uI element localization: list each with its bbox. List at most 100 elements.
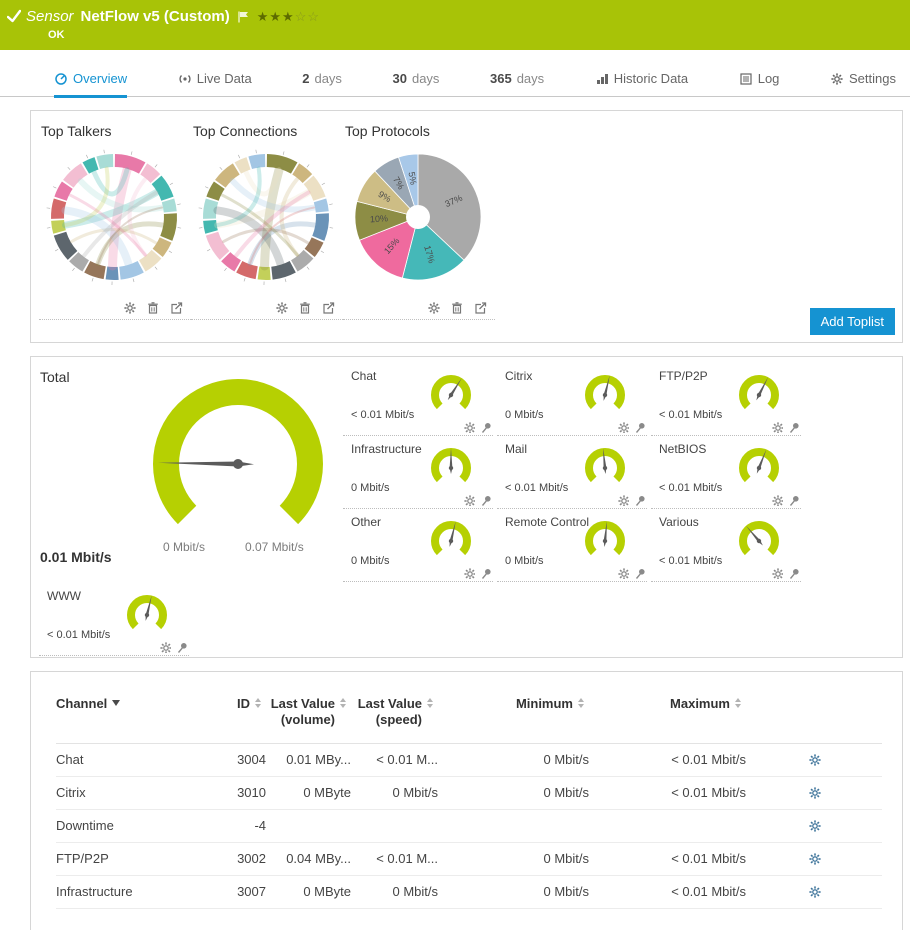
tab-30-days[interactable]: 30 days (393, 71, 440, 98)
gauge-channel-label: Chat (351, 369, 377, 383)
tab-settings[interactable]: Settings (830, 71, 896, 98)
table-row[interactable]: FTP/P2P 3002 0.04 MBy... < 0.01 M... 0 Mbit/… (56, 843, 882, 876)
gear-icon[interactable] (617, 494, 629, 506)
sort-both-icon[interactable] (426, 697, 438, 709)
pin-icon[interactable] (633, 494, 645, 506)
gear-icon[interactable] (123, 301, 137, 315)
cell-last-value-speed: < 0.01 M... (376, 851, 438, 866)
gauge-chart (127, 595, 167, 630)
gauge-actions (617, 421, 645, 433)
sort-both-icon[interactable] (734, 697, 746, 709)
gear-icon[interactable] (463, 421, 475, 433)
gear-icon[interactable] (427, 301, 441, 315)
gauge-channel-label: NetBIOS (659, 442, 707, 456)
column-header-label: Last Value (speed) (357, 696, 422, 728)
gear-icon[interactable] (617, 421, 629, 433)
gauge-value: 0 Mbit/s (351, 555, 390, 567)
add-toplist-button[interactable]: Add Toplist (809, 308, 895, 335)
tab-log[interactable]: Log (739, 71, 779, 98)
gauge-chart (431, 448, 471, 483)
cell-minimum: 0 Mbit/s (543, 785, 589, 800)
toplist-top-talkers: Top Talkers (39, 121, 191, 320)
sort-both-icon[interactable] (254, 697, 266, 709)
gear-icon[interactable] (808, 885, 821, 898)
external-link-icon[interactable] (169, 301, 183, 315)
gauge-value: < 0.01 Mbit/s (47, 629, 111, 641)
toplist-row: Top Talkers Top Connections Top Protocols 3… (39, 121, 894, 320)
gear-icon[interactable] (808, 852, 821, 865)
priority-stars[interactable]: ★★★☆☆ (257, 9, 320, 25)
gear-icon[interactable] (771, 421, 783, 433)
toplist-title: Top Protocols (345, 123, 430, 139)
external-link-icon[interactable] (473, 301, 487, 315)
gauge-value: 0 Mbit/s (351, 482, 390, 494)
trash-icon[interactable] (298, 301, 312, 315)
column-header-id[interactable]: ID (196, 696, 266, 712)
toplist-chart[interactable] (191, 139, 343, 295)
sort-desc-icon[interactable] (111, 697, 121, 707)
gear-icon[interactable] (463, 567, 475, 579)
gear-icon[interactable] (463, 494, 475, 506)
tab-365-days[interactable]: 365 days (490, 71, 544, 98)
gear-icon[interactable] (808, 819, 821, 832)
sort-both-icon[interactable] (339, 697, 351, 709)
cell-id: 3002 (237, 851, 266, 866)
pin-icon[interactable] (175, 641, 187, 653)
gear-icon[interactable] (159, 641, 171, 653)
gear-icon[interactable] (771, 494, 783, 506)
table-row[interactable]: Chat 3004 0.01 MBy... < 0.01 M... 0 Mbit/s < … (56, 744, 882, 777)
priority-flag-icon[interactable] (237, 10, 250, 23)
gauge-value: < 0.01 Mbit/s (505, 482, 569, 494)
gear-icon[interactable] (808, 786, 821, 799)
trash-icon[interactable] (450, 301, 464, 315)
gear-icon[interactable] (275, 301, 289, 315)
table-row[interactable]: Infrastructure 3007 0 MByte 0 Mbit/s 0 Mbit/… (56, 876, 882, 909)
column-header-maximum[interactable]: Maximum (589, 696, 746, 712)
total-scale-max: 0.07 Mbit/s (245, 540, 304, 554)
gauge-channel-label: Other (351, 515, 382, 529)
tab-historic-data[interactable]: Historic Data (595, 71, 688, 98)
table-row[interactable]: Citrix 3010 0 MByte 0 Mbit/s 0 Mbit/s < 0.01 … (56, 777, 882, 810)
column-header-channel[interactable]: Channel (56, 696, 196, 712)
cell-id: 3010 (237, 785, 266, 800)
tab-live-data[interactable]: Live Data (178, 71, 252, 98)
gauge-netbios: NetBIOS < 0.01 Mbit/s (651, 436, 801, 509)
trash-icon[interactable] (146, 301, 160, 315)
table-body: Chat 3004 0.01 MBy... < 0.01 M... 0 Mbit/s < … (56, 744, 882, 909)
pin-icon[interactable] (787, 494, 799, 506)
column-header-minimum[interactable]: Minimum (438, 696, 589, 712)
column-header-last-value-speed[interactable]: Last Value (speed) (351, 696, 438, 729)
cell-minimum: 0 Mbit/s (543, 752, 589, 767)
sort-both-icon[interactable] (577, 697, 589, 709)
pin-icon[interactable] (479, 567, 491, 579)
gear-icon[interactable] (808, 753, 821, 766)
pin-icon[interactable] (633, 567, 645, 579)
external-link-icon[interactable] (321, 301, 335, 315)
pin-icon[interactable] (787, 567, 799, 579)
tab-label: Settings (848, 71, 896, 86)
tab-2-days[interactable]: 2 days (302, 71, 342, 98)
historic-data-icon (596, 73, 608, 84)
pin-icon[interactable] (479, 421, 491, 433)
svg-text:17%: 17% (422, 244, 437, 264)
toplist-chart[interactable] (39, 139, 191, 295)
gauge-channel-label: Citrix (505, 369, 533, 383)
pin-icon[interactable] (479, 494, 491, 506)
channel-settings-cell (746, 786, 882, 799)
table-row[interactable]: Downtime -4 (56, 810, 882, 843)
gear-icon[interactable] (771, 567, 783, 579)
gauge-channel-label: Various (659, 515, 699, 529)
flag-icon (238, 11, 248, 23)
gauge-mail: Mail < 0.01 Mbit/s (497, 436, 647, 509)
total-gauge-chart (153, 379, 323, 525)
toplist-chart[interactable]: 37%17%15%10%9%7% 5% (343, 139, 495, 295)
gauge-value: < 0.01 Mbit/s (351, 409, 415, 421)
column-header-last-value-volume[interactable]: Last Value (volume) (266, 696, 351, 729)
cell-channel: Citrix (56, 785, 86, 800)
pin-icon[interactable] (633, 421, 645, 433)
cell-id: 3004 (237, 752, 266, 767)
pin-icon[interactable] (787, 421, 799, 433)
tab-overview[interactable]: Overview (54, 71, 128, 98)
gear-icon[interactable] (617, 567, 629, 579)
channel-settings-cell (746, 852, 882, 865)
